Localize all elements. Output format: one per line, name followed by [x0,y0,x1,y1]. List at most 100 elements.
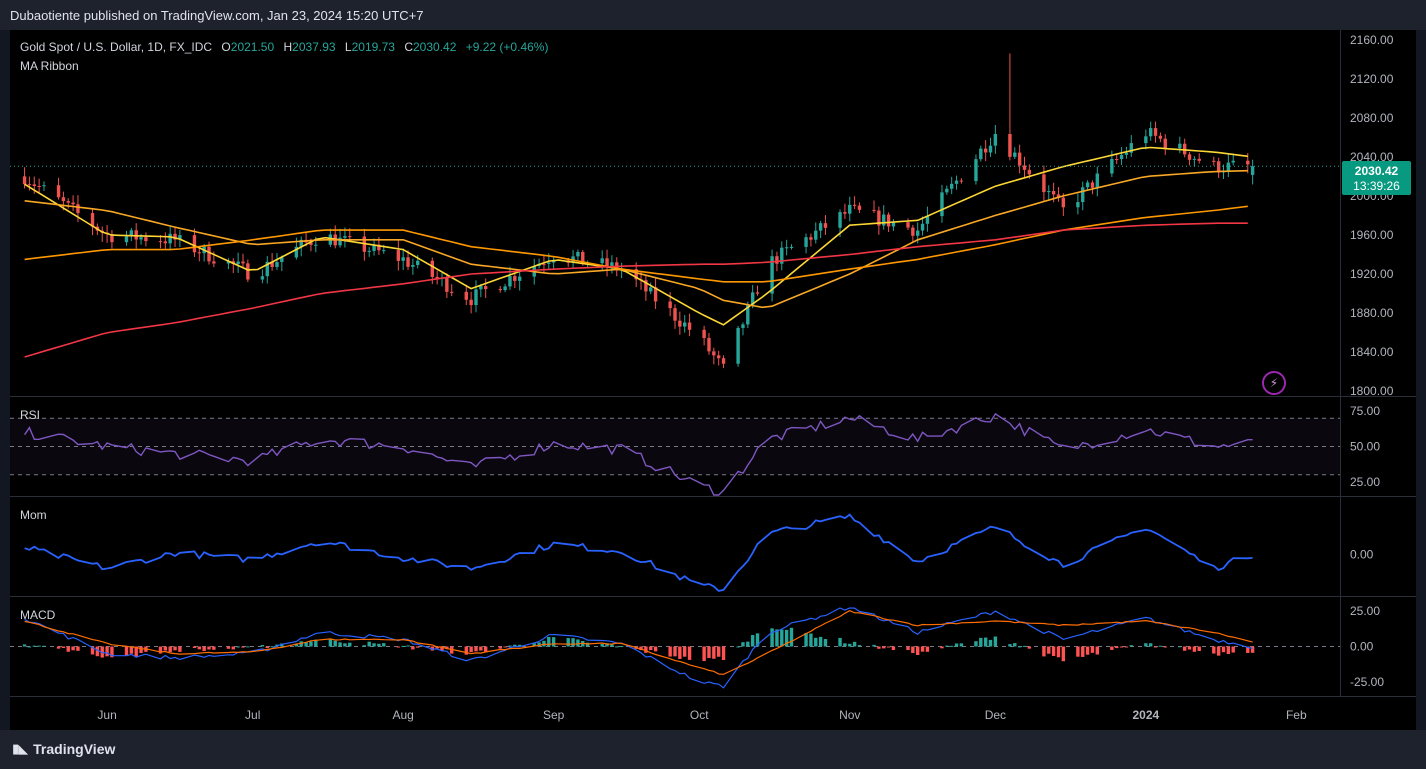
rsi-line [24,412,1253,496]
candle-body [1076,202,1080,208]
candle-body [27,184,32,186]
candle-body [818,223,823,231]
macd-histogram-bar [479,646,483,651]
rsi-title[interactable]: RSI [20,408,41,422]
candle-body [56,185,61,198]
macd-histogram-bar [1027,646,1032,649]
candle-body [90,213,95,227]
candle-body [838,212,842,228]
macd-histogram-bar [639,646,643,651]
candle-body [37,185,41,187]
price-tick-label: 1800.00 [1350,384,1394,398]
macd-histogram-bar [129,646,134,654]
macd-histogram-bar [450,646,454,654]
macd-histogram-bar [945,645,949,647]
candle-body [192,235,197,253]
macd-signal-line [24,610,1253,675]
macd-histogram-bar [158,646,163,654]
macd-histogram-bar [780,629,784,647]
chart-canvas[interactable]: 2160.002120.002080.002040.002000.001960.… [10,30,1416,730]
candle-body [129,230,134,237]
macd-histogram-bar [231,646,235,650]
macd-histogram-bar [163,646,168,651]
candle-body [1085,182,1090,188]
candle-body [32,184,36,186]
tradingview-logo[interactable]: ▮◣ TradingView [12,741,115,757]
candle-body [61,197,66,202]
candle-body [940,192,944,217]
chart-area[interactable]: 2160.00 2120.00 2080.00 2040.00 2000.00 1960.… [10,30,1416,730]
macd-histogram-bar [1182,646,1187,651]
macd-histogram-bar [333,640,337,647]
candle-body [848,204,852,214]
macd-histogram-bar [843,643,847,647]
macd-histogram-bar [105,646,109,657]
candle-body [275,262,279,267]
time-tick-label: 2024 [1132,708,1159,722]
time-tick-label: Jun [97,708,116,722]
macd-histogram-bar [1187,646,1192,650]
candle-body [906,222,910,228]
macd-title[interactable]: MACD [20,608,56,622]
candle-body [1226,162,1231,172]
macd-histogram-bar [1022,645,1027,647]
macd-histogram-bar [314,639,318,647]
price-tick-label: 2160.00 [1350,33,1394,47]
macd-histogram-bar [1216,646,1221,656]
time-tick-label: Sep [543,708,565,722]
macd-histogram-bar [916,646,920,656]
candle-body [1197,158,1201,161]
macd-histogram-bar [294,644,299,647]
macd-histogram-bar [872,644,876,647]
high-label: H [283,40,293,54]
footer-bar: ▮◣ TradingView [0,730,1426,769]
macd-histogram-bar [1158,645,1163,647]
candle-body [974,159,978,182]
macd-histogram-bar [925,646,930,652]
candle-body [1178,143,1182,149]
macd-histogram-bar [309,641,313,647]
macd-histogram-bar [940,646,944,649]
time-tick-label: Jul [245,708,260,722]
macd-histogram-bar [90,646,95,655]
candle-body [260,276,265,280]
momentum-tick-label: 0.00 [1350,548,1374,562]
macd-histogram-bar [1095,646,1099,655]
momentum-title[interactable]: Mom [20,508,47,522]
price-tick-label: 2120.00 [1350,72,1394,86]
macd-histogram-bar [416,646,420,648]
macd-histogram-bar [882,646,886,649]
candle-body [411,264,415,267]
candle-body [76,204,80,214]
candle-body [945,188,949,193]
macd-histogram-bar [804,632,808,647]
lightning-icon[interactable]: ⚡ [1262,371,1286,395]
macd-histogram-bar [197,646,202,650]
macd-histogram-bar [571,638,575,647]
macd-tick-label: -25.00 [1350,675,1384,689]
candle-body [920,223,925,231]
candle-body [406,257,410,267]
ma-ribbon-title[interactable]: MA Ribbon [20,59,79,73]
candle-body [280,257,284,263]
candle-body [1115,158,1119,160]
macd-histogram-bar [678,646,682,659]
candle-body [750,292,755,305]
candle-body [1022,165,1027,170]
candle-body [949,183,954,189]
macd-histogram-bar [707,646,711,659]
candle-body [707,338,711,352]
macd-histogram-bar [983,637,988,647]
candle-body [814,230,818,240]
candle-body [852,204,857,206]
macd-histogram-bar [736,646,740,648]
candle-body [178,235,182,240]
macd-histogram-bar [721,646,726,660]
macd-histogram-bar [367,641,371,647]
candle-body [1124,152,1129,155]
candle-body [212,261,216,264]
macd-histogram-bar [1197,646,1201,652]
candle-body [1129,143,1133,153]
candle-body [197,252,202,254]
candle-body [382,250,386,252]
